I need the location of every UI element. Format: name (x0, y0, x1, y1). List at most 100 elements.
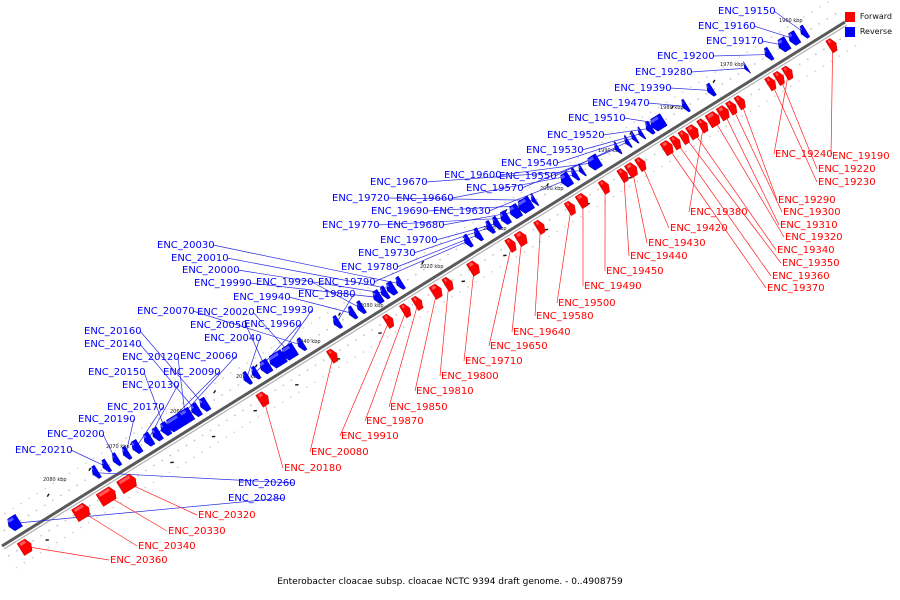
gene-block-enc-20160 (199, 396, 212, 412)
gene-block-enc-19390 (706, 82, 717, 97)
gene-label-enc-19630: ENC_19630 (433, 206, 491, 217)
gene-label-enc-19700: ENC_19700 (380, 235, 438, 246)
gene-label-enc-19300: ENC_19300 (783, 207, 841, 218)
gene-label-enc-20050: ENC_20050 (190, 320, 248, 331)
gene-block-enc-19150 (799, 24, 811, 39)
connector-enc-20320 (127, 482, 198, 516)
connector-enc-19320 (713, 118, 785, 238)
connector-enc-19870 (364, 309, 407, 422)
gene-label-enc-20020: ENC_20020 (197, 307, 255, 318)
genome-backbone (1, 20, 846, 548)
genome-backbone-shadow (3, 24, 848, 550)
feature-dash (213, 389, 217, 394)
tick-label-1960-kbp: 1960 kbp (779, 18, 803, 24)
caption: Enterobacter cloacae subsp. cloacae NCTC… (277, 577, 623, 587)
connector-enc-19780 (396, 234, 478, 268)
gene-block-enc-19600 (587, 153, 603, 171)
connector-enc-20020 (252, 311, 290, 353)
gene-label-enc-19500: ENC_19500 (558, 298, 616, 309)
gene-block-enc-19660 (570, 167, 581, 181)
gene-block-enc-19720 (530, 192, 540, 206)
gene-block-enc-20320 (116, 473, 137, 495)
connector-enc-19660 (451, 174, 575, 199)
gene-label-enc-19150: ENC_19150 (718, 6, 776, 17)
tick-label-2020-kbp: 2020 kbp (420, 264, 444, 270)
connector-enc-20040 (246, 337, 261, 379)
gene-label-enc-19670: ENC_19670 (370, 177, 428, 188)
gene-label-enc-19350: ENC_19350 (782, 258, 840, 269)
gene-block-enc-19170 (777, 36, 792, 53)
gene-label-enc-19430: ENC_19430 (648, 238, 706, 249)
gene-label-enc-19360: ENC_19360 (772, 271, 830, 282)
connector-enc-19310 (723, 112, 780, 226)
gene-block-enc-20340 (71, 502, 91, 523)
gene-block-enc-19870 (398, 303, 412, 319)
connector-enc-19290 (740, 101, 778, 201)
gene-label-enc-20080: ENC_20080 (311, 447, 369, 458)
connector-enc-20210 (70, 449, 106, 467)
tick-label-1980-kbp: 1980 kbp (660, 105, 684, 111)
legend-item-forward: Forward (844, 9, 892, 24)
tick-label-2030-kbp: 2030 kbp (360, 303, 384, 309)
gene-label-enc-19940: ENC_19940 (233, 292, 291, 303)
gene-block-enc-20020 (281, 342, 299, 361)
connector-enc-19240 (773, 72, 789, 155)
gene-label-enc-19190: ENC_19190 (832, 151, 890, 162)
tick-label-2040-kbp: 2040 kbp (297, 339, 321, 345)
connector-enc-19380 (688, 125, 704, 213)
track-dotline-2 (15, 43, 860, 569)
gene-labels: ENC_19150 ENC_19160 ENC_19170 ENC_19200 ENC_… (15, 6, 890, 566)
gene-block-enc-19280 (743, 61, 752, 74)
gene-label-enc-20360: ENC_20360 (110, 555, 168, 566)
gene-label-enc-20160: ENC_20160 (84, 326, 142, 337)
connector-enc-20280 (13, 497, 284, 524)
gene-label-enc-20030: ENC_20030 (157, 240, 215, 251)
gene-label-enc-20280: ENC_20280 (228, 493, 286, 504)
gene-label-enc-20000: ENC_20000 (182, 265, 240, 276)
gene-block-enc-20260 (91, 464, 102, 479)
feature-dash (712, 79, 716, 84)
gene-block-enc-19880 (332, 314, 344, 329)
gene-block-enc-19320 (704, 111, 721, 129)
gene-label-enc-20090: ENC_20090 (163, 367, 221, 378)
connector-enc-19920 (311, 281, 361, 309)
gene-block-enc-19290 (733, 95, 746, 111)
gene-block-enc-20000 (380, 285, 391, 300)
gene-label-enc-20070: ENC_20070 (137, 306, 195, 317)
gene-block-enc-20060 (166, 412, 187, 433)
gene-label-enc-19780: ENC_19780 (341, 262, 399, 273)
gene-block-enc-19650 (504, 237, 517, 253)
connector-enc-19440 (623, 174, 630, 257)
connector-enc-20140 (139, 343, 196, 411)
gene-block-enc-20280 (7, 513, 23, 532)
gene-label-enc-19990: ENC_19990 (194, 278, 252, 289)
gene-label-enc-19880: ENC_19880 (298, 289, 356, 300)
gene-label-enc-19420: ENC_19420 (670, 223, 728, 234)
connector-enc-20170 (135, 406, 164, 448)
gene-label-enc-19320: ENC_19320 (785, 232, 843, 243)
connector-enc-19430 (631, 169, 648, 244)
gene-label-enc-19730: ENC_19730 (358, 248, 416, 259)
gene-label-enc-19530: ENC_19530 (526, 145, 584, 156)
tick-label-2080-kbp: 2080 kbp (43, 477, 67, 483)
gene-label-enc-19450: ENC_19450 (606, 266, 664, 277)
connector-enc-19150 (773, 10, 804, 33)
feature-dash (337, 312, 341, 316)
gene-block-enc-20090 (151, 426, 164, 442)
gene-block-enc-19810 (428, 283, 443, 300)
gene-block-enc-19500 (563, 200, 576, 216)
tick-label-2000-kbp: 2000 kbp (540, 186, 564, 192)
connector-enc-19470 (647, 102, 685, 107)
gene-label-enc-19200: ENC_19200 (657, 51, 715, 62)
gene-block-enc-20070 (296, 337, 308, 352)
gene-block-enc-19940 (347, 305, 359, 320)
connector-enc-19810 (414, 290, 438, 392)
gene-block-enc-19370 (659, 140, 674, 157)
gene-block-enc-19850 (410, 295, 423, 311)
gene-block-enc-19790 (463, 233, 474, 248)
gene-block-enc-20040 (242, 370, 254, 385)
gene-label-enc-20330: ENC_20330 (168, 526, 226, 537)
gene-label-enc-20040: ENC_20040 (204, 333, 262, 344)
gene-block-enc-20050 (259, 358, 274, 375)
